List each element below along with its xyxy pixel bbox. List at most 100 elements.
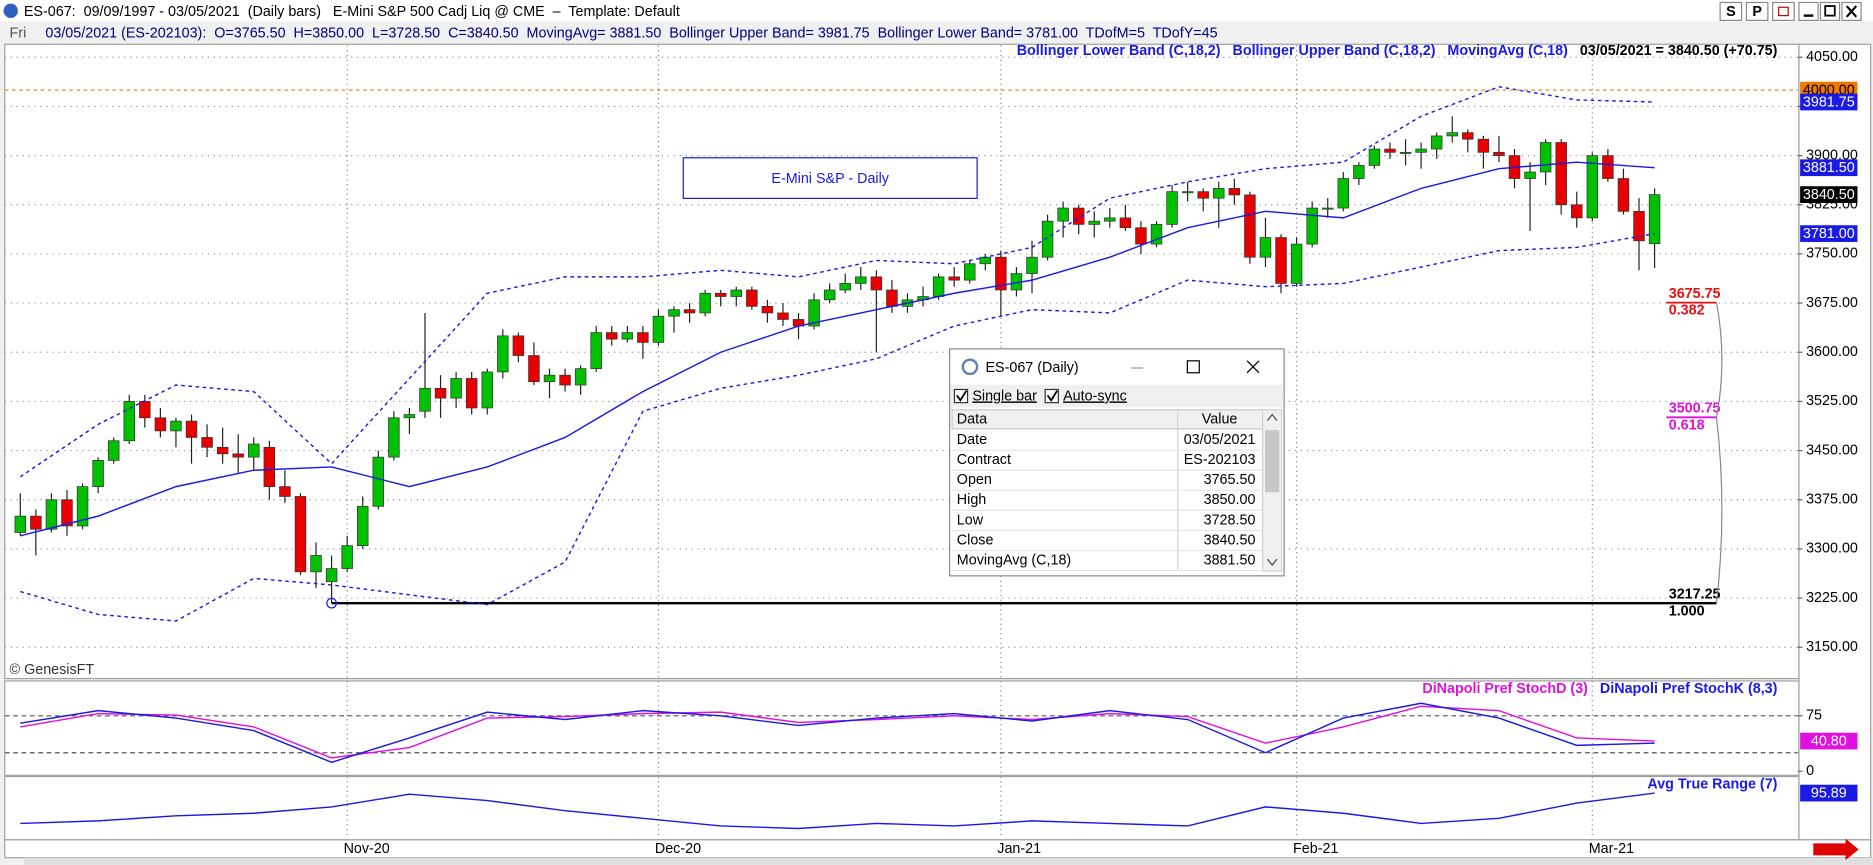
candle-body [823,289,836,301]
toolbar-button[interactable] [1719,1,1743,21]
candle-body [497,335,509,373]
candle-body [512,335,525,356]
candle-body [948,276,960,281]
candle-body [559,374,571,386]
y-tick-label: 75 [1806,708,1822,724]
atr-panel [4,775,1800,841]
candle-body [964,263,976,281]
row-value: 3881.50 [1204,552,1256,568]
info-day: Fri [10,25,27,41]
candle-body [1197,191,1209,199]
candle-body [1088,220,1100,225]
axis-marker [1800,225,1858,242]
candle-body [1275,237,1287,284]
fib-ratio-label: 0.618 [1669,417,1705,433]
price-panel [4,43,1800,680]
detach-button[interactable] [1772,1,1795,21]
toolbar-button-label[interactable]: S [1726,4,1736,20]
candle-body [341,545,353,569]
candle-body [170,420,182,432]
window-controls[interactable] [1772,1,1862,21]
y-tick-label: 3525.00 [1806,393,1858,409]
candle-body [1181,191,1194,194]
candle-body [839,283,851,291]
dw-maximize[interactable] [1186,360,1200,374]
candle-body [216,446,229,455]
candle-body [1228,188,1241,196]
dw-toolbar [950,384,1283,408]
axis-marker-label: 3981.75 [1803,94,1855,110]
checkbox-check [1046,390,1058,402]
candle-body [154,417,167,432]
dw-close[interactable] [1246,360,1260,374]
candle-body [1072,207,1085,225]
axis-marker [1800,93,1858,111]
candle-body [76,486,89,527]
row-label: Date [957,432,987,448]
candle-body [1306,207,1318,245]
candle-body [14,515,27,533]
candle-body [1290,243,1303,284]
watermark: © GenesisFT [10,662,95,678]
candle-body [1648,194,1661,245]
axis-marker-label: 40.80 [1811,733,1847,749]
data-window[interactable]: ES-067 (Daily) Single bar Auto-sync Data Va… [949,348,1285,577]
axis-marker [1800,186,1858,203]
minimize-button[interactable] [1798,1,1819,21]
legend-entry: Avg True Range (7) [1647,777,1777,793]
candle-body [1041,220,1054,258]
fib-bracket [1715,302,1723,418]
candle-body [434,387,447,399]
toolbar-button-label[interactable]: P [1752,4,1762,20]
candle-body [1524,171,1536,179]
close-icon [1845,5,1858,18]
candle-body [1166,191,1178,225]
candle-body [1026,256,1038,274]
scrollbar[interactable] [23,857,1873,865]
candle-body [932,276,945,297]
axis-marker-label: 3840.50 [1803,187,1855,203]
price-axis [1798,43,1872,841]
candle-body [979,256,992,265]
candle-body [465,378,478,409]
toolbar-button[interactable] [1745,1,1769,21]
candle-body [1213,188,1225,199]
fib-bracket [1715,417,1723,604]
candle-body [543,374,556,383]
candle-body [1384,148,1396,153]
scroll-arrow[interactable] [1813,838,1859,861]
candle-body [1602,155,1614,179]
legend-entry: 03/05/2021 = 3840.50 (+70.75) [1580,43,1778,59]
candle-body [419,387,431,412]
maximize-icon [1824,5,1836,17]
candle-body [107,440,120,461]
fib-ratio-label: 1.000 [1669,603,1705,619]
legend-entry: Bollinger Upper Band (C,18,2) [1232,43,1435,59]
candle-body [123,401,135,442]
row-label: Contract [957,452,1011,468]
dw-scroll-thumb[interactable] [1264,430,1280,493]
axis-marker [1800,159,1858,177]
candle-body [995,256,1007,291]
info-text: 03/05/2021 (ES-202103): O=3765.50 H=3850… [45,25,1217,41]
checkbox-label[interactable]: Auto-sync [1063,388,1127,404]
data-window-icon [961,358,979,376]
row-value: 03/05/2021 [1184,432,1256,448]
x-tick-label: Feb-21 [1293,841,1338,857]
candle-body [45,499,58,530]
candle-body [730,289,743,297]
title-bar [0,0,1873,22]
checkbox-label[interactable]: Single bar [972,388,1037,404]
candle-body [1477,138,1490,153]
candle-body [1057,207,1069,222]
candle-body [279,486,291,497]
legend-entry: DiNapoli Pref StochD (3) [1422,681,1588,697]
app-icon [3,3,18,19]
pivot-marker [326,597,337,609]
candle-body [232,453,244,458]
candle-body [310,555,322,573]
y-tick-label: 3750.00 [1806,246,1858,262]
candle-body [201,437,213,448]
candle-body [1555,142,1567,206]
plots: 3150.00 3225.00 3300.00 3375.00 3450.00 3525.… [4,43,1858,857]
